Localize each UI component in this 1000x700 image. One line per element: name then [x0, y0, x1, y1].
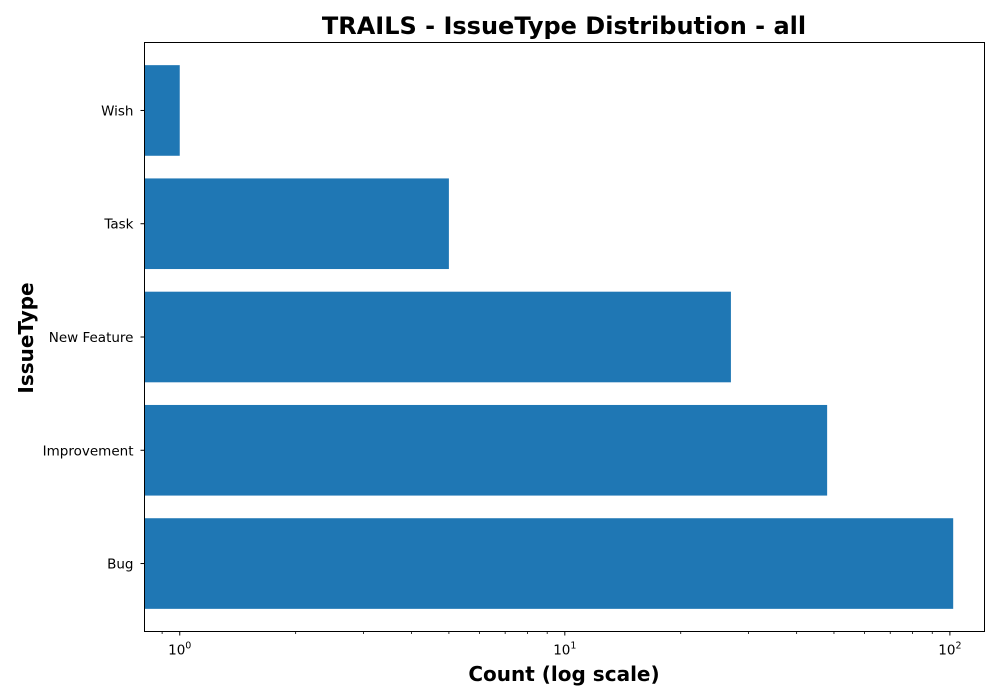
- y-tick-label: Bug: [107, 557, 133, 573]
- x-tick-label: 100: [168, 641, 191, 659]
- bar-bug: [144, 518, 954, 609]
- x-ticks-layer: 100 101 102: [161, 631, 961, 659]
- x-tick-label: 101: [553, 641, 576, 659]
- x-tick-base: 10: [938, 643, 955, 659]
- x-tick-label: 102: [938, 641, 961, 659]
- bar-new-feature: [144, 291, 731, 383]
- y-tick-label: Wish: [101, 103, 133, 119]
- x-tick-exponent: 2: [955, 641, 961, 652]
- x-tick-exponent: 1: [570, 641, 576, 652]
- y-axis-label: IssueType: [14, 282, 38, 393]
- x-axis-label: Count (log scale): [468, 662, 659, 686]
- x-tick-exponent: 0: [185, 641, 191, 652]
- y-tick-label: New Feature: [49, 330, 134, 346]
- chart-title: TRAILS - IssueType Distribution - all: [322, 12, 806, 40]
- x-tick-base: 10: [168, 643, 185, 659]
- bar-task: [144, 178, 449, 270]
- bar-improvement: [144, 404, 828, 496]
- y-tick-label: Task: [103, 217, 133, 233]
- bar-wish: [144, 65, 180, 156]
- y-ticks-layer: Bug Improvement New Feature Task Wish: [43, 103, 145, 573]
- bars-layer: [144, 65, 954, 609]
- y-tick-label: Improvement: [43, 443, 134, 459]
- x-tick-base: 10: [553, 643, 570, 659]
